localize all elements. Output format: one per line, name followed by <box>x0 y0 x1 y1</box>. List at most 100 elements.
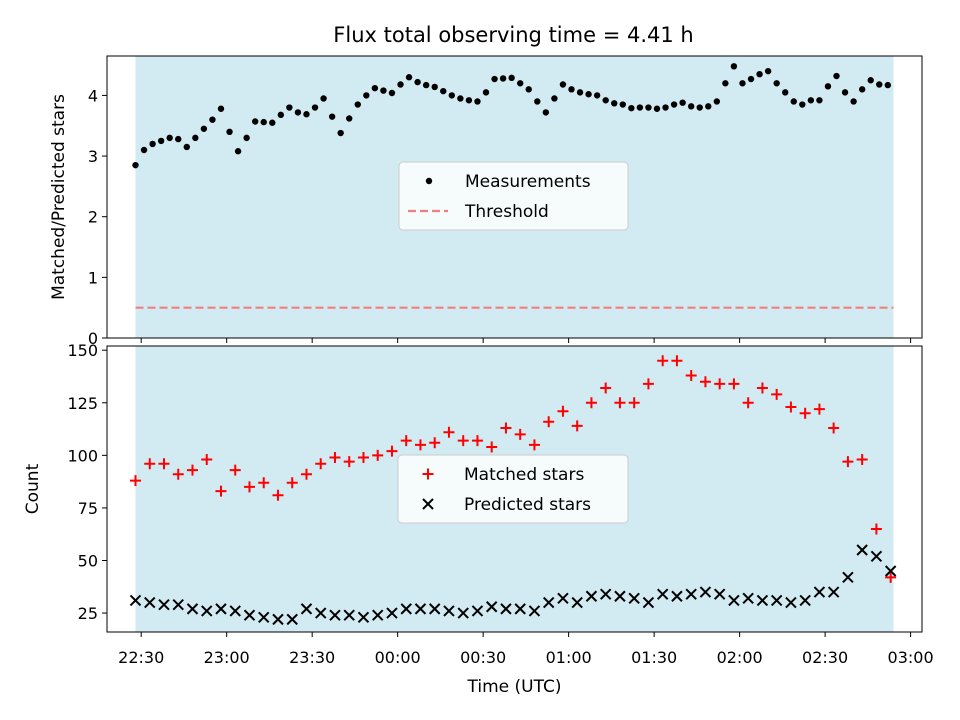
data-point <box>158 458 170 470</box>
data-point <box>132 161 139 169</box>
y-tick-label: 150 <box>67 341 98 360</box>
data-point <box>320 95 327 102</box>
data-point <box>386 445 398 457</box>
data-point <box>215 603 227 615</box>
data-point <box>354 101 361 108</box>
legend-label: Measurements <box>465 172 591 192</box>
data-point <box>315 458 327 470</box>
data-point <box>728 594 740 607</box>
data-point <box>705 103 712 110</box>
data-point <box>628 397 640 409</box>
legend-marker <box>425 177 433 185</box>
data-point <box>397 81 404 88</box>
data-point <box>149 140 156 148</box>
data-point <box>201 454 213 466</box>
x-tick-label: 23:30 <box>289 648 335 667</box>
data-point <box>431 83 438 91</box>
data-point <box>807 97 815 104</box>
data-point <box>251 118 259 125</box>
y-axis-label: Count <box>23 463 43 514</box>
y-tick-label: 25 <box>78 604 98 623</box>
y-tick-label: 100 <box>67 446 98 465</box>
data-point <box>628 104 635 112</box>
data-point <box>172 468 184 480</box>
data-point <box>714 378 726 390</box>
data-point <box>514 428 526 440</box>
data-point <box>858 86 866 93</box>
bottom-panel: 25 50 75 100 125 150 22:30 23:00 23:30 00:00 00:30… <box>23 341 934 697</box>
data-point <box>499 75 507 82</box>
data-point <box>243 609 256 621</box>
axes-frame <box>106 55 923 339</box>
data-point <box>157 137 165 145</box>
data-point <box>183 143 190 151</box>
data-point <box>728 378 740 390</box>
data-point <box>756 70 763 78</box>
data-point <box>328 113 336 120</box>
legend-box <box>398 161 629 231</box>
data-point <box>657 355 669 367</box>
x-tick-label: 01:00 <box>546 648 592 667</box>
legend-label: Threshold <box>464 202 549 222</box>
data-point <box>568 86 575 93</box>
data-point <box>585 91 592 98</box>
data-point <box>471 605 484 617</box>
data-point <box>528 439 540 451</box>
data-point <box>782 89 789 96</box>
data-point <box>833 72 840 80</box>
data-point <box>508 74 515 82</box>
data-point <box>813 586 826 598</box>
legend-label: Matched stars <box>464 465 584 485</box>
y-tick-label: 1 <box>88 268 98 287</box>
data-point <box>884 565 897 577</box>
data-point <box>414 603 427 615</box>
data-point <box>687 103 695 110</box>
data-point <box>771 388 783 400</box>
data-point <box>303 111 310 118</box>
data-point <box>770 594 783 607</box>
data-point <box>414 78 421 86</box>
data-point <box>642 596 655 609</box>
data-point <box>679 99 686 106</box>
data-point <box>400 435 412 447</box>
data-point <box>443 426 455 438</box>
data-point <box>773 80 780 87</box>
data-point <box>685 588 697 600</box>
top-panel: 0 1 2 3 4 Matched/Predicted stars Measurements… <box>49 55 923 348</box>
data-point <box>217 105 225 112</box>
data-point <box>824 83 832 90</box>
data-point <box>486 441 498 453</box>
data-point <box>856 454 868 466</box>
data-point <box>243 134 250 142</box>
y-tick-label: 75 <box>78 499 98 518</box>
data-point <box>229 605 241 617</box>
x-tick-label: 02:30 <box>802 648 848 667</box>
data-point <box>286 613 298 626</box>
y-tick-label: 0 <box>88 329 98 348</box>
x-axis-label: Time (UTC) <box>467 677 562 697</box>
data-point <box>619 101 626 108</box>
data-point <box>816 97 823 104</box>
data-point <box>656 588 669 600</box>
data-point <box>294 109 302 116</box>
data-point <box>611 100 618 107</box>
data-point <box>144 458 156 470</box>
data-point <box>842 456 854 468</box>
data-point <box>756 382 768 394</box>
data-point <box>599 588 612 600</box>
data-point <box>699 586 712 598</box>
data-point <box>713 98 721 105</box>
x-tick-label: 22:30 <box>118 648 164 667</box>
data-point <box>870 550 883 563</box>
data-point <box>443 605 455 617</box>
data-point <box>534 98 541 105</box>
data-point <box>186 464 198 476</box>
data-point <box>200 125 208 132</box>
data-point <box>576 89 584 96</box>
data-point <box>286 104 293 111</box>
data-point <box>485 601 498 613</box>
data-point <box>422 81 430 89</box>
data-point <box>140 146 148 154</box>
data-point <box>856 544 868 556</box>
